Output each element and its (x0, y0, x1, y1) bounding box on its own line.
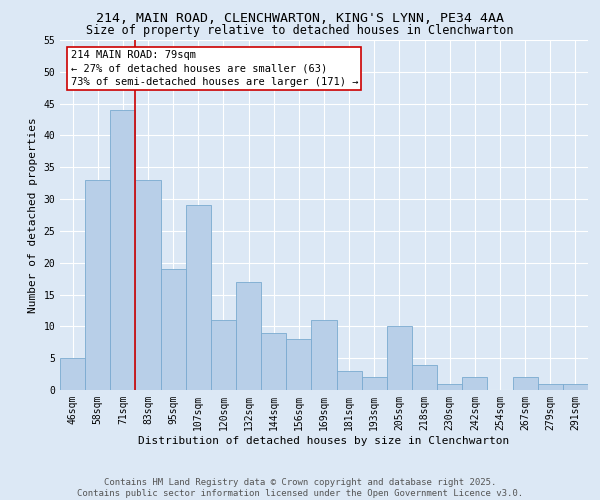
Bar (161, 269, 186, 390)
Bar (538, 384, 563, 390)
Bar (387, 326, 412, 390)
Bar (512, 378, 538, 390)
Bar (236, 282, 261, 390)
Text: Size of property relative to detached houses in Clenchwarton: Size of property relative to detached ho… (86, 24, 514, 37)
Bar (563, 384, 588, 390)
Bar (211, 320, 236, 390)
Bar (437, 384, 462, 390)
Bar (261, 332, 286, 390)
Bar (337, 371, 362, 390)
Bar (186, 206, 211, 390)
Bar (412, 364, 437, 390)
X-axis label: Distribution of detached houses by size in Clenchwarton: Distribution of detached houses by size … (139, 436, 509, 446)
Bar (311, 320, 337, 390)
Bar (286, 339, 311, 390)
Bar (136, 180, 161, 390)
Y-axis label: Number of detached properties: Number of detached properties (28, 117, 38, 313)
Text: 214 MAIN ROAD: 79sqm
← 27% of detached houses are smaller (63)
73% of semi-detac: 214 MAIN ROAD: 79sqm ← 27% of detached h… (71, 50, 358, 87)
Bar (462, 378, 487, 390)
Text: 214, MAIN ROAD, CLENCHWARTON, KING'S LYNN, PE34 4AA: 214, MAIN ROAD, CLENCHWARTON, KING'S LYN… (96, 12, 504, 26)
Bar (60, 358, 85, 390)
Bar (85, 180, 110, 390)
Text: Contains HM Land Registry data © Crown copyright and database right 2025.
Contai: Contains HM Land Registry data © Crown c… (77, 478, 523, 498)
Bar (362, 378, 387, 390)
Bar (110, 110, 136, 390)
